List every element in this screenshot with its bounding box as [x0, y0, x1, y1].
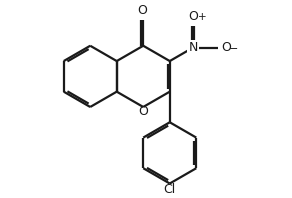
Text: N: N [188, 41, 198, 54]
Text: O: O [221, 41, 231, 54]
Text: O: O [138, 105, 148, 118]
Text: O: O [137, 4, 147, 17]
Text: −: − [229, 44, 239, 54]
Text: +: + [198, 12, 207, 22]
Text: Cl: Cl [164, 183, 176, 195]
Text: O: O [188, 10, 198, 23]
